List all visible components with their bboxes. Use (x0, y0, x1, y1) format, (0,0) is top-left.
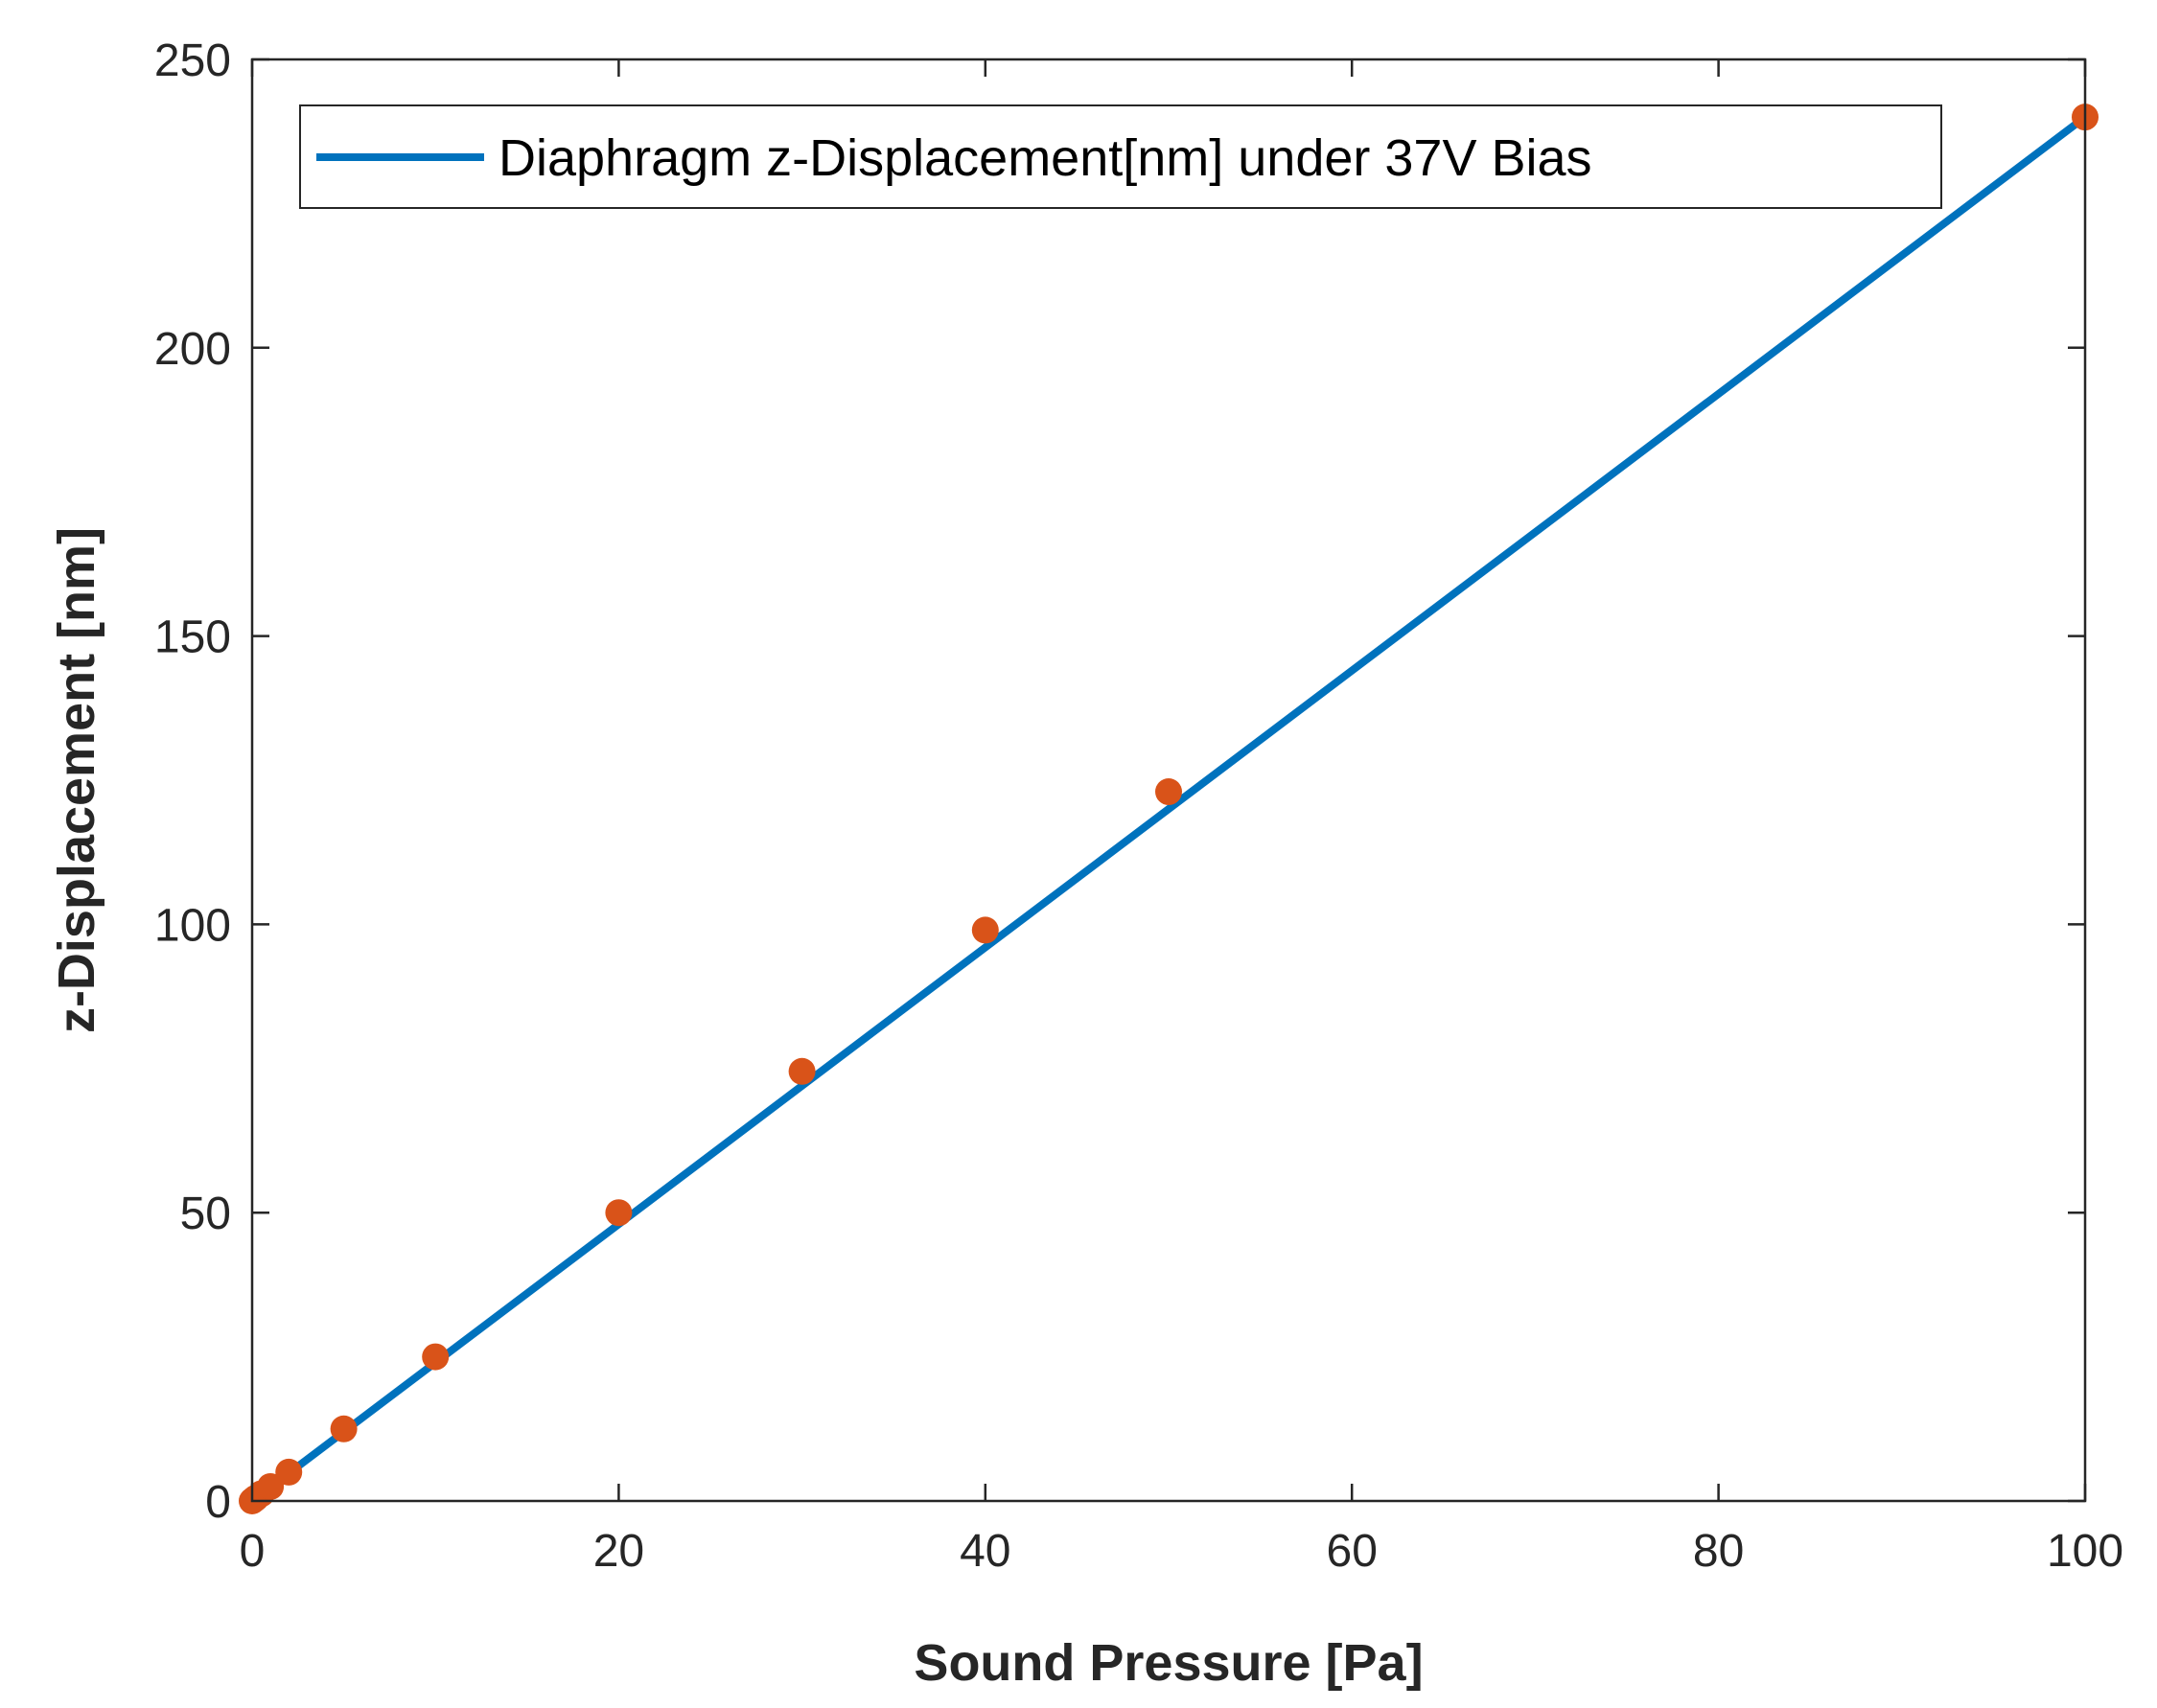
series-line (249, 113, 2088, 1505)
data-point (971, 916, 999, 944)
data-point (605, 1199, 633, 1227)
x-ticks: 0 20 40 60 80 100 (240, 59, 2123, 1577)
x-tick-label: 60 (1327, 1526, 1378, 1577)
y-tick-label: 0 (205, 1477, 231, 1528)
legend-box (299, 104, 1942, 209)
legend-entry-label: Diaphragm z-Displacement[nm] under 37V B… (499, 129, 1592, 187)
x-tick-label: 0 (240, 1526, 266, 1577)
x-tick-label: 100 (2047, 1526, 2123, 1577)
y-tick-label: 200 (154, 324, 231, 375)
x-tick-label: 20 (593, 1526, 644, 1577)
y-tick-label: 100 (154, 900, 231, 951)
legend: Diaphragm z-Displacement[nm] under 37V B… (299, 104, 1942, 209)
x-axis-label: Sound Pressure [Pa] (914, 1634, 1423, 1692)
data-point (275, 1458, 303, 1486)
data-point (422, 1343, 450, 1371)
y-tick-label: 50 (180, 1189, 231, 1239)
y-tick-label: 150 (154, 612, 231, 663)
data-point (330, 1415, 358, 1443)
y-tick-label: 250 (154, 35, 231, 86)
y-axis-label: z-Displacement [nm] (48, 527, 105, 1033)
data-point (1155, 778, 1182, 806)
plot-frame (250, 58, 2087, 1503)
x-tick-label: 40 (960, 1526, 1010, 1577)
data-point (257, 1472, 285, 1500)
x-tick-label: 80 (1693, 1526, 1744, 1577)
y-ticks: 0 50 100 150 200 250 (154, 35, 2085, 1528)
data-point (788, 1057, 816, 1085)
